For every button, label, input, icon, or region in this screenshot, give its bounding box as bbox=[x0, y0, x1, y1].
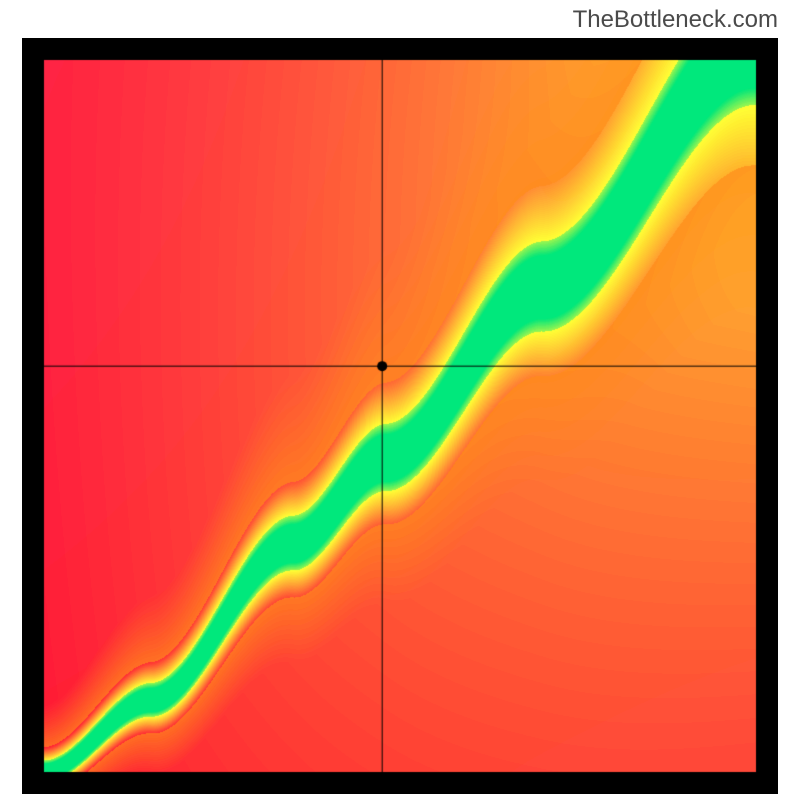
plot-area bbox=[22, 38, 778, 794]
chart-container: TheBottleneck.com bbox=[0, 0, 800, 800]
heatmap-canvas bbox=[22, 38, 778, 794]
watermark: TheBottleneck.com bbox=[573, 6, 778, 34]
